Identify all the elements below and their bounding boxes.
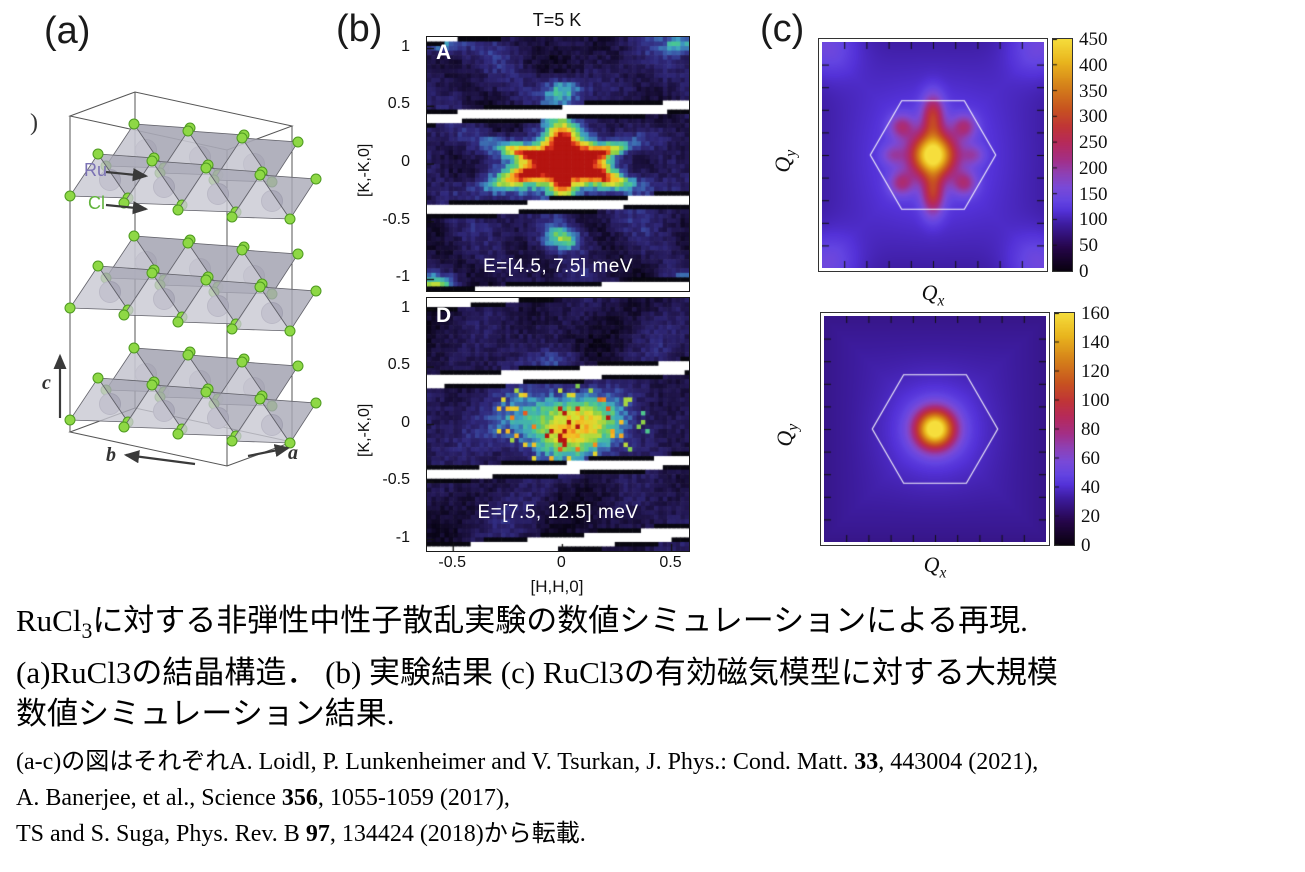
neutron-heatmap-A: A E=[4.5, 7.5] meV xyxy=(426,36,690,292)
colorbar-tick-label: 80 xyxy=(1081,419,1100,440)
plot-tag-D: D xyxy=(436,304,452,327)
qx-label-top: Qx xyxy=(921,280,945,310)
colorbar-tick-label: 0 xyxy=(1081,535,1091,556)
colorbar-tick-label: 120 xyxy=(1081,361,1110,382)
caption-line-3: 数値シミュレーション結果. xyxy=(16,696,395,732)
tick-label: 0 xyxy=(401,153,410,170)
tick-label: 0 xyxy=(556,554,566,571)
colorbar-top-canvas xyxy=(1053,39,1072,271)
x-axis-label-D: [H,H,0] xyxy=(530,577,584,596)
simulation-heatmap-top xyxy=(818,38,1048,272)
qy-label-bottom: Qy xyxy=(772,423,802,447)
panel-c-label: (c) xyxy=(760,8,805,50)
plot-tag-A: A xyxy=(436,41,452,64)
tick-label: 1 xyxy=(401,298,410,316)
neutron-heatmap-D-canvas xyxy=(426,297,690,552)
axis-b-arrow xyxy=(123,450,196,466)
qy-label-top: Qy xyxy=(770,149,800,173)
neutron-heatmap-A-canvas xyxy=(426,36,690,292)
tick-label: 0.5 xyxy=(387,356,410,373)
tick-label: -1 xyxy=(395,268,410,286)
y-tick-labels-D: 1 0.5 0 -0.5 -1 xyxy=(372,297,418,550)
tick-label: -1 xyxy=(395,528,410,546)
colorbar-tick-label: 160 xyxy=(1081,303,1110,324)
colorbar-tick-label: 100 xyxy=(1079,209,1108,231)
tick-label: -0.5 xyxy=(382,210,410,228)
tick-label: 0.5 xyxy=(659,554,682,571)
colorbar-tick-label: 50 xyxy=(1079,235,1098,257)
caption-reference-2: A. Banerjee, et al., Science 356, 1055-1… xyxy=(16,785,510,812)
qx-label-bottom: Qx xyxy=(923,552,947,582)
colorbar-top xyxy=(1052,38,1073,272)
axis-a-label: a xyxy=(288,442,298,464)
figure-caption: RuCl3に対する非弾性中性子散乱実験の数値シミュレーションによる再現. (a)… xyxy=(16,600,1298,852)
colorbar-tick-label: 40 xyxy=(1081,477,1100,498)
colorbar-tick-label: 400 xyxy=(1079,54,1108,76)
panel-b-title: T=5 K xyxy=(532,10,582,30)
tick-label: 0.5 xyxy=(387,95,410,113)
axis-b-label: b xyxy=(106,444,116,466)
colorbar-tick-label: 350 xyxy=(1079,80,1108,102)
simulation-heatmap-bottom-canvas xyxy=(824,316,1046,542)
panel-b-label: (b) xyxy=(336,8,383,50)
colorbar-tick-label: 100 xyxy=(1081,390,1110,411)
tick-label: 1 xyxy=(401,37,410,55)
neutron-heatmap-D: D E=[7.5, 12.5] meV xyxy=(426,297,690,552)
tick-label: -0.5 xyxy=(382,471,410,488)
crystal-structure-figure xyxy=(53,91,322,467)
cl-arrow xyxy=(105,201,149,215)
stray-paren: ) xyxy=(30,110,38,136)
ru-atom-label: Ru xyxy=(84,160,108,180)
colorbar-tick-label: 20 xyxy=(1081,506,1100,527)
colorbar-tick-label: 150 xyxy=(1079,183,1108,205)
ru-arrow xyxy=(105,168,149,182)
colorbar-tick-label: 60 xyxy=(1081,448,1100,469)
colorbar-bottom xyxy=(1054,312,1075,546)
caption-reference-3: TS and S. Suga, Phys. Rev. B 97, 134424 … xyxy=(16,821,586,848)
axis-c-label: c xyxy=(42,372,51,394)
axis-a-arrow xyxy=(247,444,291,458)
colorbar-tick-label: 450 xyxy=(1079,29,1108,50)
caption-line-1: RuCl3に対する非弾性中性子散乱実験の数値シミュレーションによる再現. xyxy=(16,603,1028,644)
colorbar-tick-label: 0 xyxy=(1079,261,1089,282)
colorbar-bottom-canvas xyxy=(1055,313,1074,545)
colorbar-tick-label: 200 xyxy=(1079,157,1108,179)
colorbar-tick-label: 140 xyxy=(1081,332,1110,353)
tick-label: 0 xyxy=(401,413,410,431)
panel-a-label: (a) xyxy=(44,10,91,52)
caption-line-2: (a)RuCl3の結晶構造． (b) 実験結果 (c) RuCl3の有効磁気模型… xyxy=(16,655,1058,691)
energy-annotation-A: E=[4.5, 7.5] meV xyxy=(482,256,634,277)
cl-atom-label: Cl xyxy=(88,193,105,213)
tick-label: -0.5 xyxy=(438,554,466,571)
simulation-heatmap-bottom xyxy=(820,312,1050,546)
simulation-heatmap-top-canvas xyxy=(822,42,1044,268)
caption-reference-1: (a-c)の図はそれぞれA. Loidl, P. Lunkenheimer an… xyxy=(16,749,1039,776)
y-tick-labels-A: 1 0.5 0 -0.5 -1 xyxy=(372,36,418,290)
colorbar-tick-label: 300 xyxy=(1079,106,1108,128)
colorbar-tick-label: 250 xyxy=(1079,132,1108,154)
x-tick-labels-D: -0.5 0 0.5 xyxy=(426,554,688,574)
energy-annotation-D: E=[7.5, 12.5] meV xyxy=(477,502,639,523)
